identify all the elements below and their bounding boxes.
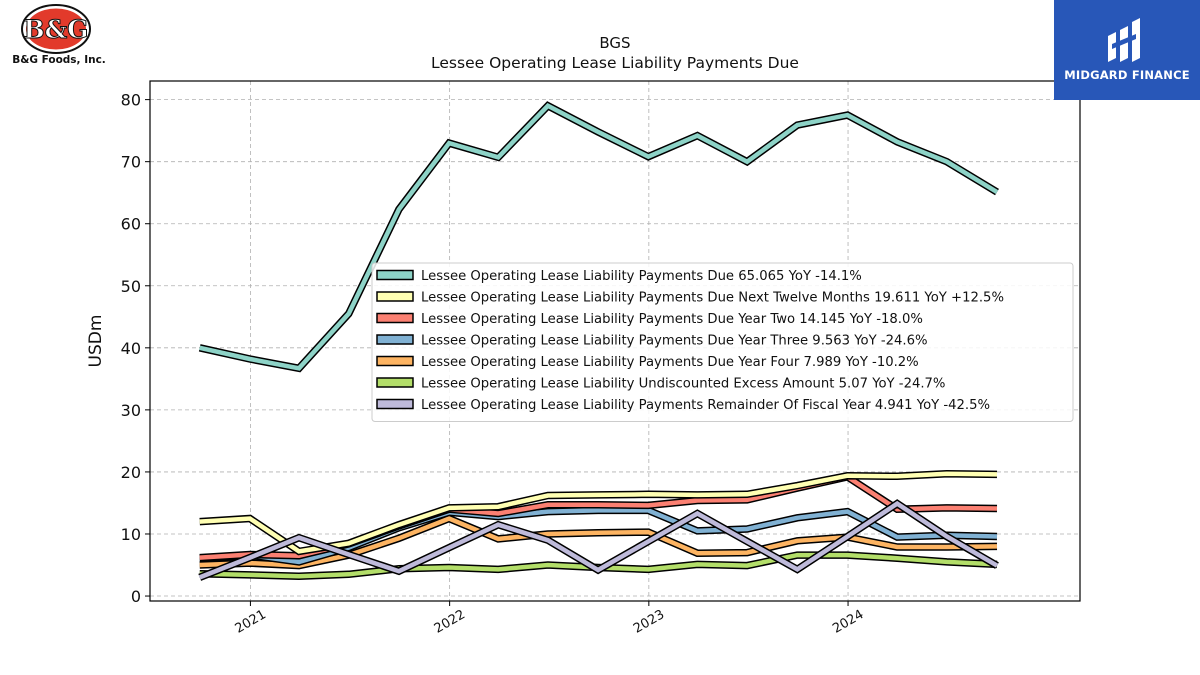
series-line xyxy=(199,103,999,371)
x-tick-label: 2021 xyxy=(233,607,269,637)
legend-label: Lessee Operating Lease Liability Payment… xyxy=(421,291,1004,306)
plot-frame xyxy=(149,80,1081,602)
legend-label: Lessee Operating Lease Liability Payment… xyxy=(421,398,990,413)
legend-swatch xyxy=(376,269,414,281)
series-line xyxy=(199,516,998,568)
y-tick-label: 70 xyxy=(121,153,141,172)
legend-swatch xyxy=(376,334,414,345)
y-axis-label: USDm xyxy=(86,315,106,368)
midgard-finance-logo-icon xyxy=(1108,18,1140,62)
legend-label: Lessee Operating Lease Liability Payment… xyxy=(421,312,923,327)
bg-foods-logo-mark: B&G xyxy=(23,15,88,44)
legend-label: Lessee Operating Lease Liability Payment… xyxy=(421,355,919,370)
y-tick-label: 0 xyxy=(131,587,141,606)
x-tick-label: 2024 xyxy=(830,607,866,637)
y-tick-label: 20 xyxy=(121,463,141,482)
x-tick-label: 2022 xyxy=(432,607,468,637)
series-lines xyxy=(198,101,999,581)
y-tick-label: 30 xyxy=(121,401,141,420)
series-line xyxy=(198,500,999,580)
bg-foods-logo-text: B&G Foods, Inc. xyxy=(12,54,106,66)
x-tick-label: 2023 xyxy=(631,607,667,637)
bg-foods-logo: B&G B&G Foods, Inc. xyxy=(0,0,115,75)
y-tick-label: 40 xyxy=(121,339,141,358)
midgard-finance-logo-text: MIDGARD FINANCE xyxy=(1064,68,1190,82)
y-tick-label: 80 xyxy=(121,91,141,110)
chart-title: BGS xyxy=(599,34,630,52)
legend-swatch xyxy=(376,291,414,302)
legend-swatch xyxy=(376,312,414,324)
y-tick-label: 10 xyxy=(121,525,141,544)
legend-label: Lessee Operating Lease Liability Payment… xyxy=(421,334,928,349)
legend-swatch xyxy=(376,398,414,410)
legend-label: Lessee Operating Lease Liability Undisco… xyxy=(421,377,945,392)
legend-label: Lessee Operating Lease Liability Payment… xyxy=(421,269,862,284)
legend-swatch xyxy=(376,355,414,367)
legend: Lessee Operating Lease Liability Payment… xyxy=(371,262,1074,422)
legend-swatch xyxy=(376,377,414,388)
midgard-finance-logo: MIDGARD FINANCE xyxy=(1054,0,1200,100)
chart-subtitle: Lessee Operating Lease Liability Payment… xyxy=(431,54,799,72)
legend-box xyxy=(371,262,1074,422)
y-tick-label: 50 xyxy=(121,277,141,296)
y-tick-label: 60 xyxy=(121,215,141,234)
